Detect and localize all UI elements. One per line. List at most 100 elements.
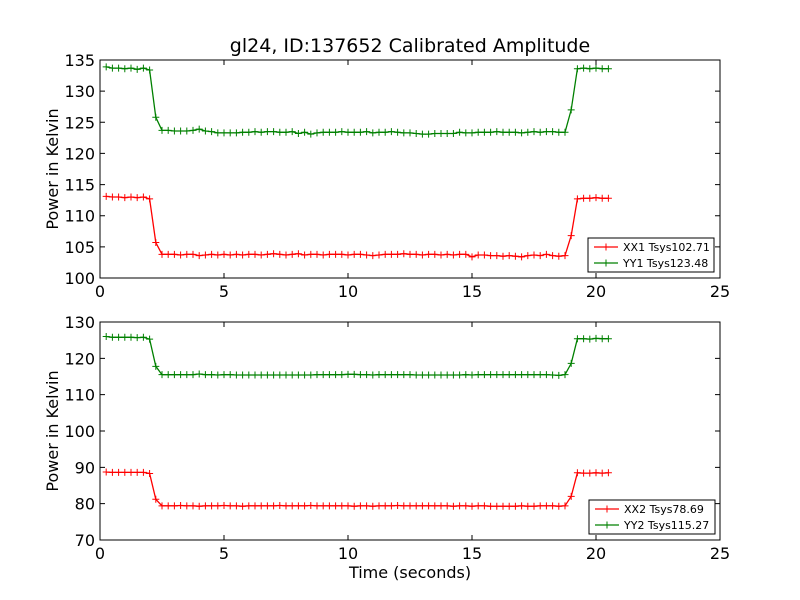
- data-point: [220, 371, 228, 379]
- data-point: [332, 371, 340, 379]
- data-point: [437, 502, 445, 510]
- data-point: [152, 495, 160, 503]
- data-point: [195, 252, 203, 260]
- data-point: [536, 371, 544, 379]
- data-point: [220, 501, 228, 509]
- data-point: [276, 501, 284, 509]
- data-point: [468, 253, 476, 261]
- data-point: [524, 252, 532, 260]
- data-point: [282, 128, 290, 136]
- data-point: [425, 250, 433, 258]
- x-tick-label: 5: [219, 544, 229, 563]
- data-point: [549, 502, 557, 510]
- data-point: [363, 502, 371, 510]
- data-point: [394, 128, 402, 136]
- data-point: [307, 371, 315, 379]
- data-point: [177, 251, 185, 259]
- data-point: [214, 251, 222, 259]
- data-point: [493, 128, 501, 136]
- data-point: [208, 128, 216, 136]
- data-point: [195, 125, 203, 133]
- data-point: [263, 128, 271, 136]
- data-point: [245, 502, 253, 510]
- data-point: [518, 371, 526, 379]
- data-point: [239, 251, 247, 259]
- data-point: [170, 371, 178, 379]
- data-point: [276, 128, 284, 136]
- data-point: [387, 250, 395, 258]
- y-tick-label: 100: [64, 269, 95, 288]
- data-point: [505, 371, 513, 379]
- data-point: [164, 371, 172, 379]
- data-point: [189, 502, 197, 510]
- data-point: [121, 468, 129, 476]
- data-point: [270, 250, 278, 258]
- data-point: [146, 470, 154, 478]
- data-point: [263, 250, 271, 258]
- y-tick-label: 120: [64, 349, 95, 368]
- data-point: [580, 194, 588, 202]
- data-point: [332, 502, 340, 510]
- data-point: [456, 128, 464, 136]
- data-point: [369, 371, 377, 379]
- data-point: [449, 502, 457, 510]
- data-point: [139, 193, 147, 201]
- data-point: [356, 250, 364, 258]
- data-point: [474, 371, 482, 379]
- data-point: [133, 334, 141, 342]
- data-point: [592, 194, 600, 202]
- x-tick-label: 15: [462, 282, 482, 301]
- y-tick-label: 110: [64, 207, 95, 226]
- data-point: [127, 193, 135, 201]
- data-point: [263, 371, 271, 379]
- data-point: [518, 502, 526, 510]
- data-point: [549, 252, 557, 260]
- data-point: [189, 371, 197, 379]
- data-point: [542, 128, 550, 136]
- data-point: [301, 128, 309, 136]
- data-point: [598, 65, 606, 73]
- data-point: [146, 195, 154, 203]
- data-point: [425, 502, 433, 510]
- data-point: [418, 502, 426, 510]
- data-point: [604, 335, 612, 343]
- data-point: [313, 129, 321, 137]
- data-point: [195, 502, 203, 510]
- data-point: [319, 502, 327, 510]
- data-point: [518, 129, 526, 137]
- legend-marker: [603, 521, 611, 529]
- data-point: [294, 250, 302, 258]
- data-point: [239, 502, 247, 510]
- data-point: [573, 65, 581, 73]
- data-point: [443, 371, 451, 379]
- data-point: [592, 334, 600, 342]
- data-point: [356, 371, 364, 379]
- data-point: [555, 128, 563, 136]
- data-point: [232, 502, 240, 510]
- data-point: [294, 502, 302, 510]
- data-point: [139, 333, 147, 341]
- data-point: [189, 250, 197, 258]
- data-point: [487, 371, 495, 379]
- bottom-plot-area: 0 5 10 15 20 25 70 80 90 100 110 120 130: [64, 313, 730, 563]
- data-point: [567, 492, 575, 500]
- data-point: [332, 128, 340, 136]
- data-point: [530, 128, 538, 136]
- data-point: [307, 501, 315, 509]
- data-point: [239, 128, 247, 136]
- data-point: [431, 371, 439, 379]
- data-point: [480, 502, 488, 510]
- data-point: [102, 63, 110, 71]
- data-point: [282, 251, 290, 259]
- data-point: [573, 195, 581, 203]
- data-point: [344, 370, 352, 378]
- data-point: [282, 502, 290, 510]
- data-point: [319, 371, 327, 379]
- data-point: [201, 127, 209, 135]
- data-point: [245, 250, 253, 258]
- data-point: [412, 502, 420, 510]
- data-point: [338, 128, 346, 136]
- x-tick-label: 25: [710, 282, 730, 301]
- data-point: [598, 469, 606, 477]
- data-point: [604, 194, 612, 202]
